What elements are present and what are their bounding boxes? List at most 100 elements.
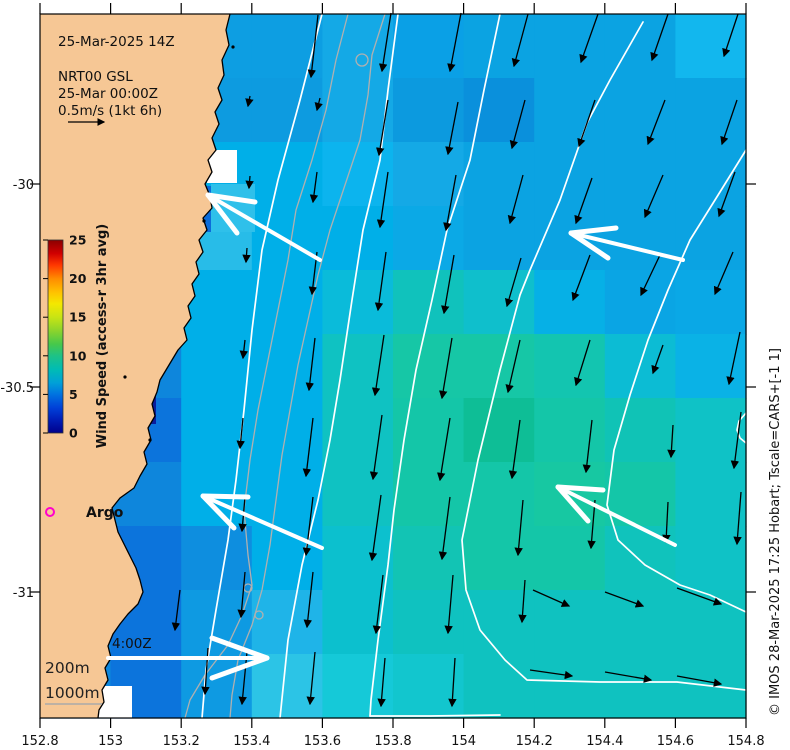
wind-cell [393, 462, 465, 527]
wind-cell [604, 334, 676, 399]
wind-cell [393, 654, 465, 719]
wind-vector-arrows [171, 12, 742, 708]
bathymetry-contour-line [184, 13, 349, 719]
colorbar-tick-label: 25 [69, 233, 86, 248]
wind-cell [322, 398, 394, 463]
wind-arrow [436, 417, 451, 482]
wind-cell [604, 526, 676, 591]
wind-cell [604, 270, 676, 335]
wind-arrow [438, 496, 451, 561]
wind-cell [251, 270, 323, 335]
wind-arrow [529, 669, 574, 680]
wind-cell [393, 14, 465, 79]
depth-1000m-label: 1000m [45, 684, 100, 702]
wind-cell [534, 334, 606, 399]
wind-arrow [587, 499, 596, 550]
argo-float-marker [45, 507, 55, 517]
wind-cell [251, 142, 323, 207]
wind-arrow [508, 419, 521, 480]
colorbar-tick-label: 15 [69, 310, 86, 325]
wind-arrow [726, 331, 741, 386]
secondary-time-label: 4:00Z [112, 636, 152, 652]
wind-arrow [368, 494, 382, 562]
x-tick-label: 153.2 [163, 734, 200, 749]
front-contour-line [201, 13, 323, 719]
wind-arrow [201, 647, 210, 696]
wind-arrow [378, 12, 392, 73]
wind-arrow [448, 657, 457, 708]
wind-cell [251, 398, 323, 463]
valid-time-label: 25-Mar 00:00Z [58, 86, 158, 102]
wind-arrow [514, 499, 524, 557]
wind-arrow [640, 254, 661, 297]
current-arrow-shaft [556, 485, 677, 547]
model-label: NRT00 GSL [58, 69, 133, 85]
land-area [40, 14, 230, 718]
wind-arrow [577, 99, 596, 148]
wind-arrow [242, 247, 251, 264]
colorbar-tick-label: 5 [69, 387, 78, 402]
wind-arrow [604, 591, 645, 608]
wind-cell [604, 206, 676, 271]
wind-cell [393, 334, 465, 399]
wind-arrow [314, 97, 323, 112]
wind-arrow [571, 254, 591, 302]
wind-cell [675, 270, 747, 335]
wind-arrow [574, 339, 591, 387]
x-tick-label: 153.4 [233, 734, 270, 749]
wind-arrow [302, 496, 314, 557]
colorbar-title: Wind Speed (access-r 3hr avg) [95, 224, 110, 449]
coastline [97, 13, 231, 719]
wind-arrow [713, 251, 734, 296]
current-arrow-head [555, 484, 606, 493]
current-arrow-head [209, 655, 270, 681]
land-polygon [40, 13, 235, 719]
wind-cell [534, 270, 606, 335]
wind-cell [463, 14, 535, 79]
wind-arrow [582, 419, 593, 474]
bathymetry-contour-line [229, 13, 386, 719]
y-tick-label: -30.5 [0, 381, 34, 396]
y-tick-label: -30 [13, 178, 34, 193]
wind-cell [463, 206, 535, 271]
wind-cell [322, 590, 394, 655]
wind-cell [675, 334, 747, 399]
wind-arrow [309, 171, 319, 204]
x-tick-label: 153.6 [304, 734, 341, 749]
wind-arrow [643, 174, 664, 219]
white-front-contours [201, 13, 747, 719]
wind-arrow [439, 337, 453, 400]
wind-arrow [676, 587, 723, 606]
wind-arrow [720, 99, 738, 146]
current-arrow-head [568, 230, 611, 261]
bathymetry-contours [184, 13, 386, 719]
info-block: 25-Mar-2025 14Z NRT00 GSL 25-Mar 00:00Z … [58, 34, 175, 126]
wind-arrow [305, 337, 316, 392]
bathymetry-contour-loop [254, 610, 264, 620]
wind-arrow [447, 12, 462, 73]
wind-arrow [377, 657, 386, 708]
wind-arrow [302, 417, 314, 478]
wind-arrow [371, 334, 385, 397]
wind-arrow [662, 501, 671, 544]
colorbar-ticks: 25 20 15 10 5 0 [43, 233, 87, 441]
x-tick-label: 153 [98, 734, 123, 749]
wind-arrow [238, 651, 248, 706]
front-contour-line [606, 149, 747, 613]
argo-label: Argo [86, 505, 124, 521]
x-tick-label: 154 [451, 734, 476, 749]
wind-cell [604, 590, 676, 655]
islet-dot [148, 438, 152, 442]
current-arrow-head [568, 225, 619, 236]
wind-arrow [444, 574, 454, 635]
front-contour-line [461, 21, 747, 691]
wind-cell [393, 270, 465, 335]
wind-arrow [511, 13, 529, 68]
wind-arrow [443, 174, 457, 232]
islet-dot [231, 45, 235, 49]
current-arrow-head [205, 192, 258, 205]
front-contour-line [369, 714, 501, 717]
wind-cell [463, 462, 535, 527]
colorbar-gradient-bar [47, 239, 64, 434]
